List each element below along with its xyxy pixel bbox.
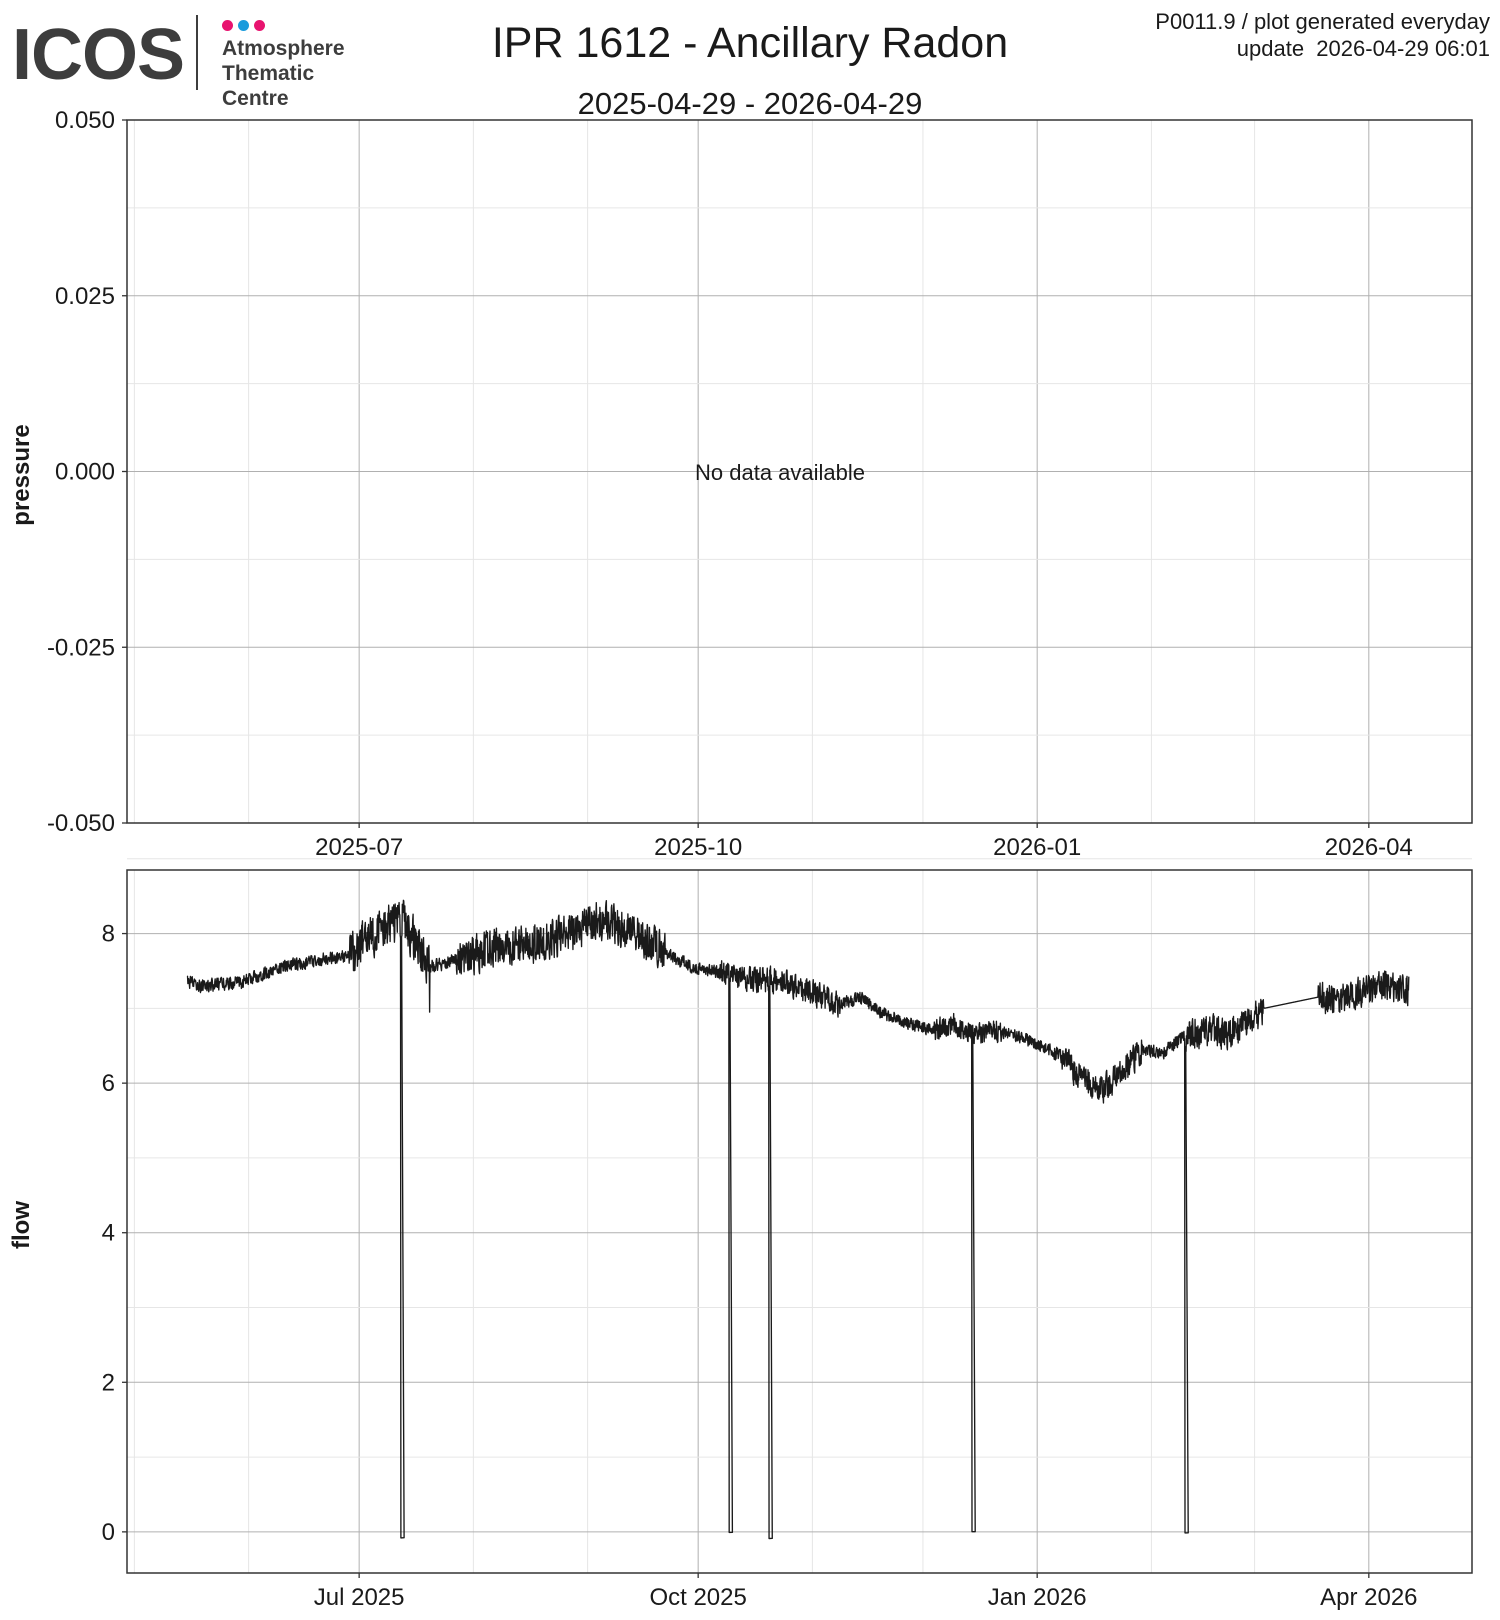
svg-text:-0.025: -0.025 xyxy=(47,634,115,661)
svg-text:6: 6 xyxy=(102,1070,115,1097)
svg-text:0: 0 xyxy=(102,1519,115,1546)
svg-text:0.025: 0.025 xyxy=(55,283,115,310)
svg-text:0.000: 0.000 xyxy=(55,459,115,486)
svg-text:2025-07: 2025-07 xyxy=(315,834,403,861)
svg-text:Apr 2026: Apr 2026 xyxy=(1320,1584,1417,1611)
svg-text:2026-01: 2026-01 xyxy=(993,834,1081,861)
svg-text:2: 2 xyxy=(102,1369,115,1396)
svg-text:4: 4 xyxy=(102,1220,115,1247)
svg-text:Oct 2025: Oct 2025 xyxy=(649,1584,746,1611)
svg-text:2026-04: 2026-04 xyxy=(1325,834,1413,861)
svg-text:-0.050: -0.050 xyxy=(47,810,115,837)
svg-text:Jul 2025: Jul 2025 xyxy=(314,1584,405,1611)
svg-text:8: 8 xyxy=(102,921,115,948)
svg-text:2025-10: 2025-10 xyxy=(654,834,742,861)
svg-text:Jan 2026: Jan 2026 xyxy=(988,1584,1087,1611)
svg-text:0.050: 0.050 xyxy=(55,107,115,134)
